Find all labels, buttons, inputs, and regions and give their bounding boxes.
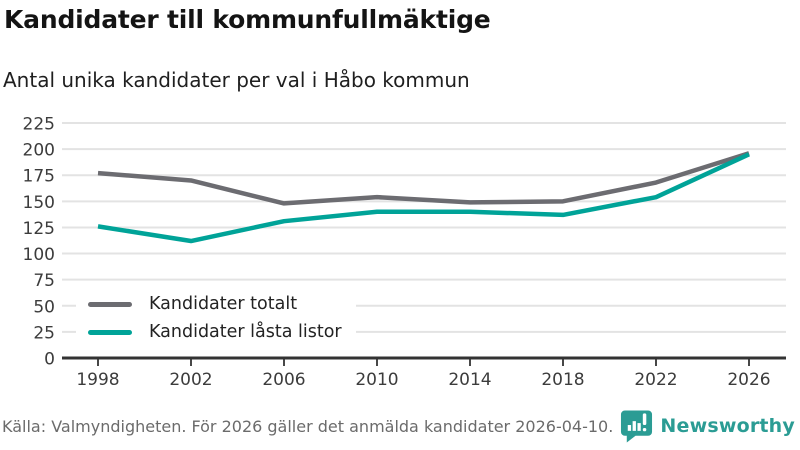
x-tick-label: 2002 — [169, 370, 212, 390]
y-tick-label: 50 — [33, 297, 55, 317]
y-tick-label: 175 — [23, 167, 55, 187]
legend-item: Kandidater totalt — [88, 290, 342, 318]
y-tick-label: 75 — [33, 271, 55, 291]
y-tick-label: 125 — [23, 219, 55, 239]
y-tick-label: 150 — [23, 193, 55, 213]
legend-swatch — [88, 329, 132, 335]
source-note: Källa: Valmyndigheten. För 2026 gäller d… — [2, 416, 614, 436]
x-tick-label: 1998 — [76, 370, 119, 390]
newsworthy-wordmark: Newsworthy — [660, 415, 795, 437]
x-tick-label: 2018 — [541, 370, 584, 390]
footer: Källa: Valmyndigheten. För 2026 gäller d… — [0, 408, 800, 450]
x-tick-label: 2022 — [634, 370, 677, 390]
y-tick-label: 225 — [23, 115, 55, 135]
legend-swatch — [88, 301, 132, 307]
series-line — [97, 152, 750, 244]
y-tick-label: 25 — [33, 323, 55, 343]
legend-label: Kandidater låsta listor — [149, 322, 342, 342]
y-tick-label: 100 — [23, 245, 55, 265]
x-tick-label: 2010 — [355, 370, 398, 390]
newsworthy-logo: Newsworthy — [620, 408, 795, 444]
chart-title: Kandidater till kommunfullmäktige — [4, 5, 491, 34]
x-tick-label: 2006 — [262, 370, 305, 390]
legend-item: Kandidater låsta listor — [88, 318, 342, 346]
legend-label: Kandidater totalt — [149, 294, 298, 314]
legend: Kandidater totalt Kandidater låsta listor — [76, 286, 356, 350]
y-tick-label: 200 — [23, 141, 55, 161]
x-tick-label: 2026 — [727, 370, 770, 390]
chart-subtitle: Antal unika kandidater per val i Håbo ko… — [3, 68, 470, 92]
y-tick-label: 0 — [44, 350, 55, 370]
x-tick-label: 2014 — [448, 370, 491, 390]
series-line — [97, 151, 750, 206]
newsworthy-icon — [621, 410, 653, 443]
